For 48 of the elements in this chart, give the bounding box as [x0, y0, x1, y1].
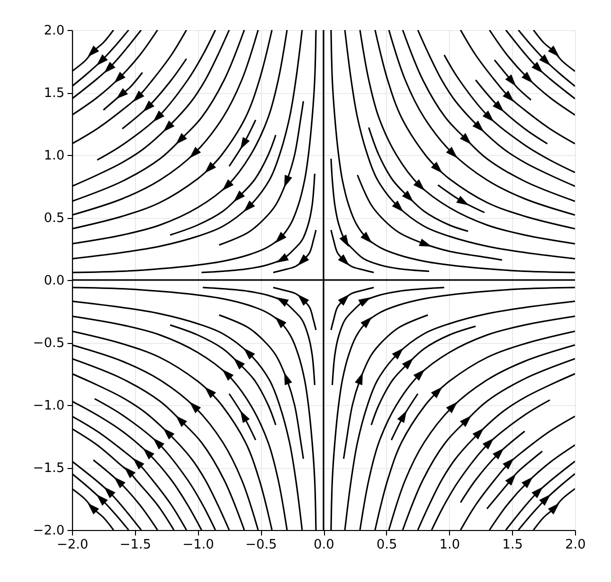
line-series — [370, 326, 476, 426]
y-tick-label: −1.0 — [32, 398, 64, 414]
x-tick-label: 0.5 — [376, 538, 398, 552]
line-series — [330, 286, 375, 331]
line-series — [488, 30, 575, 116]
x-tick-label: 2.0 — [565, 538, 586, 552]
line-series — [518, 30, 575, 87]
y-tick-label: −0.5 — [32, 336, 64, 351]
y-tick-label: 0.5 — [44, 211, 64, 226]
line-series — [218, 100, 304, 246]
line-series — [417, 30, 575, 187]
line-series — [330, 229, 375, 274]
x-tick-label: −0.5 — [245, 538, 277, 552]
x-tick-label: −2.0 — [56, 538, 88, 552]
x-tick-label: 1.0 — [439, 538, 460, 552]
line-series — [272, 286, 317, 331]
line-series — [272, 229, 317, 274]
line-series — [368, 126, 469, 232]
line-series — [532, 30, 575, 72]
y-tick-label: 2.0 — [44, 24, 64, 38]
line-series — [494, 59, 532, 101]
y-tick-label: −2.0 — [32, 524, 64, 538]
line-series — [200, 173, 316, 274]
line-series — [356, 174, 503, 261]
x-tick-label: 0.0 — [314, 538, 334, 552]
y-tick-label: −1.5 — [32, 461, 64, 476]
x-tick-label: −1.0 — [182, 538, 214, 552]
x-tick-label: 1.5 — [502, 538, 523, 552]
line-series — [474, 79, 548, 144]
line-series — [102, 72, 144, 111]
line-series — [169, 134, 276, 236]
line-series — [122, 58, 188, 130]
line-series — [169, 324, 276, 426]
line-series — [330, 158, 430, 272]
y-tick-label: 1.5 — [44, 86, 64, 101]
x-tick-label: −1.5 — [120, 538, 152, 552]
line-series — [218, 314, 304, 460]
line-series — [460, 430, 526, 504]
y-tick-label: 0.0 — [44, 274, 64, 288]
line-series — [342, 314, 429, 460]
y-tick-label: 1.0 — [44, 148, 64, 164]
line-series — [202, 286, 316, 386]
line-series — [96, 30, 216, 161]
line-series — [460, 30, 575, 144]
line-series — [443, 54, 575, 174]
line-series — [486, 450, 544, 510]
line-series — [505, 30, 575, 100]
line-series — [332, 286, 445, 386]
